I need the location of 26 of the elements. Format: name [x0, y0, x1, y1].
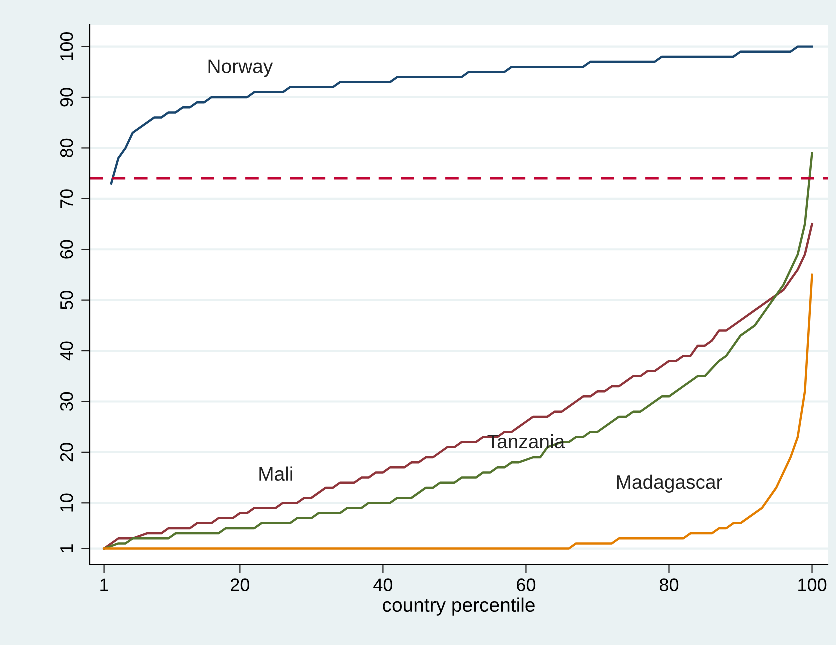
series-label: Mali	[260, 466, 292, 482]
series-label: Tanzania	[488, 434, 566, 449]
x-axis-title: country percentile	[383, 598, 535, 616]
y-tick-label: 100	[60, 32, 74, 60]
x-tick-label: 60	[517, 578, 536, 592]
y-tick-label: 70	[60, 190, 74, 208]
line-series	[103, 152, 814, 550]
x-tick-label: 20	[231, 578, 250, 592]
series-label: Norway	[208, 60, 274, 78]
y-tick-label: 80	[60, 138, 74, 158]
y-tick-label: 60	[60, 240, 74, 259]
y-tick-label: 50	[60, 290, 74, 310]
x-tick-label: 80	[660, 578, 679, 592]
x-tick-label: 100	[798, 578, 827, 592]
series-label: Madagascar	[617, 474, 722, 493]
y-tick-label: 20	[60, 443, 74, 462]
y-tick-label: 40	[60, 342, 74, 361]
line-series	[103, 223, 814, 550]
y-tick-label: 10	[60, 494, 74, 512]
x-tick-label: 40	[374, 578, 393, 592]
x-tick-label: 1	[100, 578, 108, 592]
y-tick-label: 1	[60, 544, 74, 552]
y-tick-label: 90	[60, 88, 74, 107]
line-series	[110, 46, 814, 185]
y-tick-label: 30	[60, 392, 74, 412]
line-series	[103, 274, 814, 550]
